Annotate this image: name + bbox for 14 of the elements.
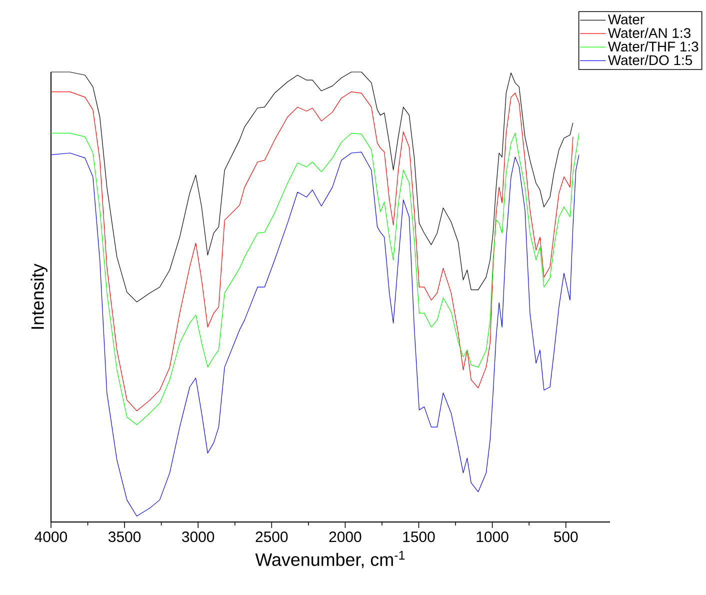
legend-label: Water (608, 14, 644, 24)
x-tick-label: 1000 (476, 532, 508, 542)
x-tick-label: 500 (554, 532, 578, 542)
x-tick-label: 2500 (256, 532, 288, 542)
legend-label: Water/DO 1:5 (608, 54, 692, 66)
y-axis-title: Intensity (30, 264, 48, 329)
legend-label: Water/AN 1:3 (608, 28, 690, 38)
x-tick-label: 3500 (108, 532, 141, 542)
x-tick-label: 2000 (329, 532, 362, 542)
x-tick-label: 4000 (34, 532, 68, 542)
x-tick-label: 3000 (182, 532, 214, 542)
x-tick-label: 1500 (403, 532, 435, 542)
x-axis-title: Wavenumber, cm$^{-1}$ (255, 550, 405, 568)
legend-label: Water/THF 1:3 (608, 41, 698, 52)
